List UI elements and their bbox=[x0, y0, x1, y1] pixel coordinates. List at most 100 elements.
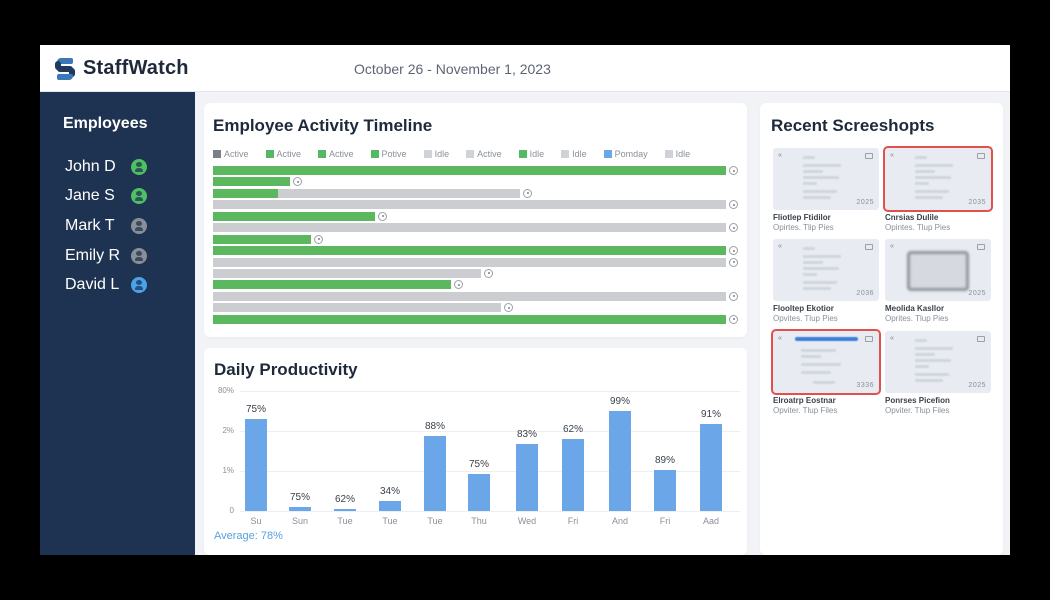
timeline-row bbox=[213, 199, 743, 210]
idle-segment bbox=[213, 200, 726, 210]
active-segment bbox=[213, 314, 726, 324]
activity-bar[interactable] bbox=[213, 280, 451, 290]
window-icon bbox=[977, 153, 985, 159]
legend-item: Active bbox=[265, 149, 301, 159]
screenshot-thumbnail[interactable]: « 2035 Cnrsias Dulile Opintes. Tlup Pies bbox=[883, 146, 993, 232]
expand-icon[interactable] bbox=[314, 234, 323, 244]
expand-icon[interactable] bbox=[729, 246, 738, 256]
expand-icon[interactable] bbox=[729, 314, 738, 324]
productivity-bar[interactable] bbox=[654, 470, 676, 511]
logo[interactable]: StaffWatch bbox=[55, 57, 189, 80]
timeline-row bbox=[213, 165, 743, 176]
employee-item[interactable]: Jane S bbox=[65, 182, 147, 212]
timeline-row bbox=[213, 302, 743, 313]
activity-bar[interactable] bbox=[213, 188, 520, 198]
blurred-line bbox=[801, 355, 821, 358]
activity-bar[interactable] bbox=[213, 257, 726, 267]
blurred-line bbox=[915, 353, 935, 356]
active-segment bbox=[213, 234, 311, 244]
activity-bar[interactable] bbox=[213, 268, 481, 278]
average-label: Average: 78% bbox=[214, 530, 283, 542]
active-segment bbox=[213, 188, 278, 198]
screenshot-thumbnail[interactable]: « 2025 Fliotlep Ftidilor Opirtes. Tlip Pies bbox=[773, 148, 879, 232]
legend-item: Active bbox=[466, 149, 502, 159]
user-status-icon bbox=[131, 217, 147, 234]
productivity-bar[interactable] bbox=[468, 474, 490, 511]
activity-bar[interactable] bbox=[213, 211, 375, 221]
activity-bar[interactable] bbox=[213, 314, 726, 324]
productivity-bar[interactable] bbox=[245, 419, 267, 511]
legend-item: Idle bbox=[518, 149, 544, 159]
grid-line bbox=[240, 511, 740, 512]
employee-name: Emily R bbox=[65, 246, 121, 264]
activity-bar[interactable] bbox=[213, 303, 501, 313]
expand-icon[interactable] bbox=[729, 257, 738, 267]
idle-segment bbox=[278, 188, 520, 198]
employee-name: David L bbox=[65, 276, 120, 294]
activity-bar[interactable] bbox=[213, 200, 726, 210]
employee-item[interactable]: Emily R bbox=[65, 241, 147, 271]
screenshot-thumbnail[interactable]: « 2025 Ponrses Picefion Opviter. Tlup Files bbox=[885, 331, 991, 415]
activity-bar[interactable] bbox=[213, 223, 726, 233]
expand-icon[interactable] bbox=[729, 200, 738, 210]
legend-label: Active bbox=[329, 149, 354, 159]
timeline-row bbox=[213, 176, 743, 187]
legend-label: Idle bbox=[434, 149, 450, 159]
legend-swatch bbox=[370, 150, 379, 158]
employee-item[interactable]: John D bbox=[65, 152, 147, 182]
activity-bar[interactable] bbox=[213, 166, 726, 175]
bar-value-label: 62% bbox=[334, 494, 355, 505]
screenshot-thumbnail[interactable]: « 2025 Meolida Kasllor Oprites. Tlup Pies bbox=[885, 239, 991, 323]
employee-item[interactable]: Mark T bbox=[65, 211, 147, 241]
grid-line bbox=[240, 471, 740, 472]
activity-bar[interactable] bbox=[213, 246, 726, 256]
activity-bar[interactable] bbox=[213, 291, 726, 301]
expand-icon[interactable] bbox=[729, 291, 738, 301]
productivity-bar[interactable] bbox=[334, 509, 356, 511]
screenshot-year: 2036 bbox=[856, 290, 874, 297]
top-header: StaffWatch October 26 - November 1, 2023 bbox=[40, 45, 1010, 92]
expand-icon[interactable] bbox=[729, 166, 738, 175]
user-status-icon bbox=[131, 158, 147, 175]
productivity-bar[interactable] bbox=[516, 444, 538, 511]
expand-icon[interactable] bbox=[378, 211, 387, 221]
activity-bar[interactable] bbox=[213, 234, 311, 244]
staffwatch-logo-icon bbox=[55, 57, 75, 80]
back-icon: « bbox=[890, 152, 894, 159]
timeline-rows bbox=[213, 165, 743, 325]
date-range[interactable]: October 26 - November 1, 2023 bbox=[354, 61, 551, 77]
idle-segment bbox=[213, 268, 481, 278]
productivity-bar[interactable] bbox=[379, 501, 401, 511]
legend-label: Idle bbox=[675, 149, 691, 159]
active-segment bbox=[213, 166, 726, 175]
expand-icon[interactable] bbox=[504, 303, 513, 313]
screenshot-thumbnail[interactable]: « 2036 Flooltep Ekotior Opvites. Tlup Pies bbox=[773, 239, 879, 323]
expand-icon[interactable] bbox=[729, 223, 738, 233]
legend-swatch bbox=[423, 150, 432, 158]
screenshot-name: Cnrsias Dulile bbox=[885, 213, 939, 222]
window-icon bbox=[865, 336, 873, 342]
active-segment bbox=[213, 177, 290, 187]
blurred-line bbox=[801, 371, 831, 374]
expand-icon[interactable] bbox=[523, 188, 532, 198]
screenshot-year: 2025 bbox=[968, 290, 986, 297]
activity-bar[interactable] bbox=[213, 177, 290, 187]
bar-value-label: 89% bbox=[654, 455, 675, 466]
screenshot-name: Ponrses Picefion bbox=[885, 396, 950, 405]
x-axis-label: Aad bbox=[702, 516, 719, 526]
blurred-line bbox=[803, 190, 837, 193]
window-icon bbox=[977, 336, 985, 342]
productivity-bar[interactable] bbox=[562, 439, 584, 511]
employee-item[interactable]: David L bbox=[65, 270, 147, 300]
productivity-bar[interactable] bbox=[700, 424, 722, 511]
productivity-bar[interactable] bbox=[289, 507, 311, 511]
screenshot-subtitle: Opvites. Tlup Pies bbox=[773, 314, 838, 323]
productivity-bar[interactable] bbox=[424, 436, 446, 511]
expand-icon[interactable] bbox=[484, 268, 493, 278]
screenshot-thumbnail[interactable]: « 3336 Elroatrp Eostnar Opviter. Tlup Files bbox=[771, 329, 881, 415]
expand-icon[interactable] bbox=[454, 280, 463, 290]
expand-icon[interactable] bbox=[293, 177, 302, 187]
x-axis-label: Fri bbox=[659, 516, 671, 526]
x-axis-label: Wed bbox=[517, 516, 537, 526]
productivity-bar[interactable] bbox=[609, 411, 631, 511]
